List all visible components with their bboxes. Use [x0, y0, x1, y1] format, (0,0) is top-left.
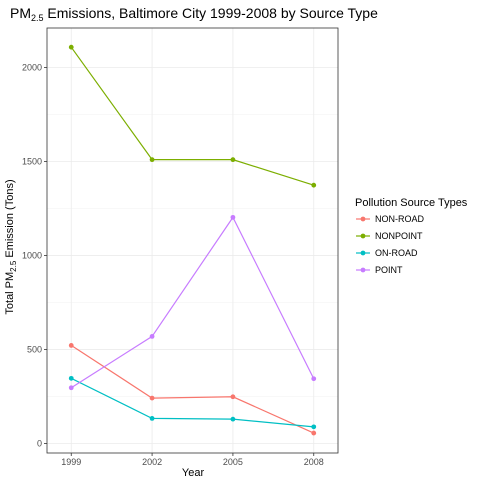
y-tick-label: 1000 [22, 251, 42, 261]
x-tick-label: 2005 [223, 457, 243, 467]
series-line-on-road [70, 377, 314, 428]
y-axis-ticks: 0 500 1000 1500 2000 [22, 62, 47, 449]
data-point-non-road [149, 395, 155, 401]
data-point-point [311, 376, 317, 382]
legend-label: POINT [375, 265, 403, 275]
y-axis-label-subscript: 2.5 [9, 260, 18, 272]
data-point-on-road [149, 415, 155, 421]
series-line-point [70, 216, 315, 389]
series-on-road [68, 375, 317, 430]
x-tick-label: 2008 [304, 457, 324, 467]
grid-lines [47, 28, 338, 453]
series-point [68, 214, 317, 391]
data-point-nonpoint [311, 182, 317, 188]
legend-items: NON-ROAD NONPOINT ON-ROAD POINT [356, 214, 424, 275]
legend-label: NON-ROAD [375, 214, 424, 224]
data-point-point [230, 214, 236, 220]
y-tick-label: 500 [27, 345, 42, 355]
legend-key-point [360, 216, 366, 222]
y-tick-label: 1500 [22, 157, 42, 167]
legend-item-nonpoint: NONPOINT [356, 231, 423, 241]
series-line-nonpoint [70, 46, 314, 186]
data-point-on-road [68, 375, 74, 381]
series-non-road [68, 343, 317, 436]
chart-title: PM2.5 Emissions, Baltimore City 1999-200… [10, 5, 378, 23]
y-axis-label: Total PM2.5 Emission (Tons) [4, 179, 18, 314]
series-group [68, 44, 317, 436]
series-nonpoint [68, 44, 317, 188]
data-point-point [149, 334, 155, 339]
legend-title: Pollution Source Types [355, 197, 468, 209]
x-tick-label: 1999 [61, 457, 81, 467]
legend: Pollution Source Types NON-ROAD NONPOINT O… [355, 197, 468, 275]
plot-panel [46, 27, 339, 454]
series-line-non-road [70, 344, 314, 434]
data-point-point [68, 385, 74, 391]
legend-item-non-road: NON-ROAD [356, 214, 424, 224]
chart-title-subscript: 2.5 [31, 13, 44, 23]
y-tick-label: 0 [37, 439, 42, 449]
x-axis-ticks: 1999 2002 2005 2008 [61, 453, 324, 467]
x-axis-label: Year [182, 467, 205, 479]
legend-key-point [360, 233, 366, 239]
legend-item-point: POINT [356, 265, 403, 275]
legend-item-on-road: ON-ROAD [356, 248, 418, 258]
x-tick-label: 2002 [142, 457, 162, 467]
data-point-nonpoint [68, 44, 74, 50]
data-point-non-road [230, 394, 236, 400]
legend-key-point [360, 267, 366, 273]
data-point-nonpoint [149, 157, 155, 163]
data-point-on-road [311, 424, 317, 430]
legend-label: ON-ROAD [375, 248, 418, 258]
data-point-nonpoint [230, 157, 236, 163]
plot-border [46, 27, 339, 454]
legend-key-point [360, 250, 366, 256]
legend-label: NONPOINT [375, 231, 423, 241]
plot-background [47, 28, 338, 453]
data-point-non-road [311, 430, 317, 436]
data-point-non-road [68, 343, 74, 348]
y-tick-label: 2000 [22, 62, 42, 72]
data-point-on-road [230, 416, 236, 422]
